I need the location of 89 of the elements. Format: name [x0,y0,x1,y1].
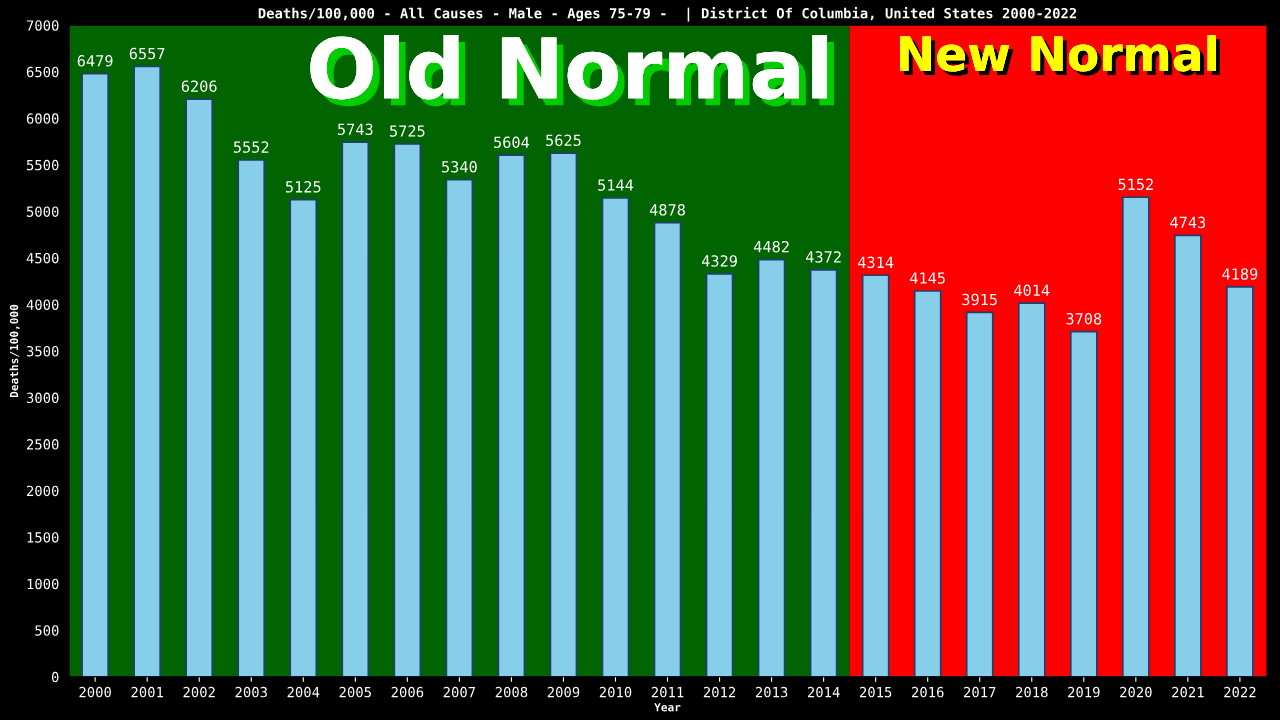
bar [705,272,734,677]
x-tick-label: 2003 [235,686,267,698]
data-label: 4878 [649,204,685,216]
bar [913,290,942,677]
data-label: 5552 [233,141,269,153]
data-label: 4145 [910,272,945,284]
data-label: 6206 [181,80,217,92]
data-label: 4189 [1222,268,1258,280]
x-tick-label: 2013 [755,686,788,698]
data-label: 5725 [390,125,425,137]
x-tick-label: 2012 [703,686,736,698]
band-label: New Normal [900,34,1221,76]
data-label: 5340 [442,161,477,173]
y-tick-label: 1000 [27,578,59,590]
x-tick-label: 2004 [287,686,320,698]
y-tick-label: 3000 [26,392,59,404]
x-tick-label: 2009 [547,686,580,698]
data-label: 3708 [1066,312,1102,325]
x-tick-label: 2002 [183,686,215,698]
data-label: 5743 [337,123,373,136]
data-label: 4482 [753,240,789,253]
data-label: 6557 [129,47,165,60]
x-tick-label: 2020 [1120,686,1152,698]
bar [393,143,422,677]
bar [341,141,370,677]
x-tick-label: 2018 [1016,686,1048,698]
x-tick-label: 2021 [1172,686,1204,698]
x-tick-label: 2014 [807,686,840,698]
x-tick-label: 2016 [912,686,944,698]
x-axis-title: Year [654,703,681,712]
x-tick-label: 2019 [1068,686,1100,698]
bar [1226,286,1254,677]
data-label: 5604 [494,136,530,149]
y-axis-title: Deaths/100,000 [9,304,20,398]
data-label: 5625 [546,134,581,147]
y-tick-label: 1500 [27,532,59,543]
bar [289,198,318,677]
x-tick-label: 2022 [1224,686,1256,698]
x-tick-label: 2017 [964,686,996,698]
bar [861,274,890,677]
bar [653,221,682,677]
bar [965,311,994,677]
y-tick-label: 4500 [26,252,59,264]
data-label: 4329 [701,255,737,267]
y-tick-label: 6000 [26,113,59,124]
bar [445,178,474,677]
y-tick-label: 5000 [26,206,59,217]
bar [1121,196,1150,677]
bar [601,197,630,677]
x-tick-label: 2008 [495,686,528,698]
y-tick-label: 500 [35,625,59,636]
bar [809,268,838,677]
y-tick-label: 2500 [26,439,59,450]
band-label: Old Normal [310,34,834,107]
bar [1069,330,1098,677]
chart-title: Deaths/100,000 - All Causes - Male - Ages 75-79 - | District Of Columbia, United States 2000-2022 [258,6,1077,22]
y-tick-label: 0 [51,671,59,683]
x-tick-label: 2000 [79,686,111,698]
data-label: 5144 [598,179,634,191]
bar [81,72,109,677]
bar [757,258,786,677]
x-tick-label: 2007 [443,686,476,698]
x-tick-label: 2006 [391,686,424,698]
bar [1017,302,1046,677]
x-tick-label: 2005 [339,686,371,698]
y-tick-label: 7000 [26,20,59,31]
data-label: 4314 [858,256,894,269]
bar [237,159,266,677]
y-tick-label: 2000 [26,485,59,497]
bar [133,65,162,677]
data-label: 4372 [805,251,841,263]
data-label: 5152 [1118,178,1153,191]
y-tick-label: 4000 [26,299,59,310]
data-label: 4014 [1014,284,1050,297]
bar [185,98,214,677]
x-tick-label: 2010 [599,686,632,698]
bar [1174,234,1202,677]
y-tick-label: 3500 [26,346,59,357]
bar [497,154,526,677]
x-tick-label: 2011 [651,686,684,698]
data-label: 3915 [962,293,997,306]
data-label: 4743 [1170,216,1206,229]
y-tick-label: 5500 [26,159,59,171]
x-tick-label: 2001 [131,686,163,698]
data-label: 5125 [285,181,321,193]
data-label: 6479 [77,55,113,67]
y-tick-label: 6500 [26,66,59,78]
bar [549,152,578,677]
x-tick-label: 2015 [859,686,892,698]
